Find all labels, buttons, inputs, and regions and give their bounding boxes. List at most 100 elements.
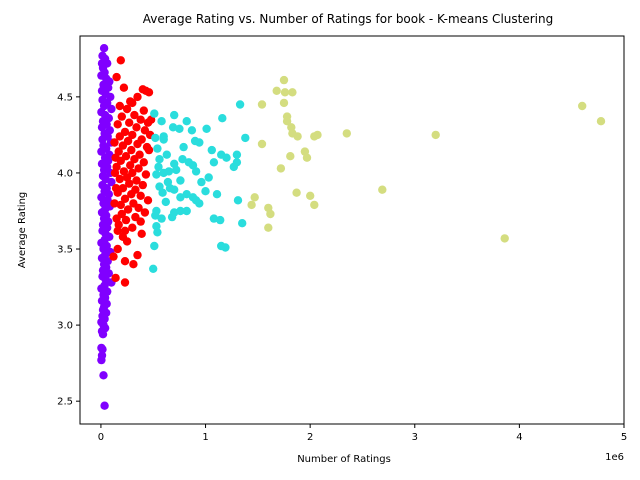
data-point (133, 139, 142, 149)
data-point (123, 205, 133, 214)
data-point (121, 215, 131, 225)
x-tick-label: 2 (307, 432, 313, 443)
data-point (152, 222, 161, 231)
data-point (279, 75, 289, 85)
data-point (157, 214, 166, 223)
data-point (195, 199, 204, 208)
data-point (168, 123, 178, 132)
data-point (115, 132, 125, 141)
data-point (431, 130, 440, 140)
x-tick-label: 0 (98, 432, 104, 443)
data-point (179, 142, 188, 152)
data-point (596, 117, 606, 126)
data-point (257, 100, 267, 109)
data-point (170, 110, 179, 120)
data-point (132, 123, 141, 132)
data-point (216, 215, 225, 225)
data-point (222, 153, 231, 162)
data-point (150, 241, 159, 251)
x-tick-label: 1 (202, 432, 208, 443)
data-point (310, 132, 319, 141)
data-point (133, 92, 142, 102)
data-point (111, 184, 121, 193)
data-point (109, 252, 118, 261)
data-point (110, 138, 119, 147)
data-point (578, 101, 587, 111)
data-point (138, 85, 147, 94)
data-point (292, 188, 301, 197)
data-point (264, 223, 273, 232)
data-point (191, 167, 201, 176)
data-point (238, 219, 247, 228)
data-point (161, 197, 170, 207)
data-point (127, 190, 136, 199)
data-point (130, 155, 139, 164)
y-axis-ticks: 2.5 3.0 3.5 4.0 4.5 (57, 92, 80, 408)
data-point (144, 145, 154, 155)
data-point (107, 177, 116, 187)
data-point (202, 124, 211, 133)
data-point (151, 211, 160, 220)
data-point (266, 209, 275, 219)
data-point (162, 150, 171, 159)
data-point (97, 355, 106, 365)
data-point (302, 153, 312, 162)
data-point (143, 196, 153, 205)
data-point (182, 190, 191, 199)
y-tick-label: 4.0 (57, 168, 73, 179)
data-point (276, 164, 286, 173)
data-point (272, 86, 281, 96)
data-points (97, 44, 606, 410)
data-point (136, 115, 145, 124)
data-point (176, 176, 185, 185)
data-point (149, 264, 158, 273)
data-point (172, 165, 181, 175)
data-point (138, 180, 147, 190)
data-point (112, 214, 121, 223)
data-point (209, 158, 219, 167)
data-point (286, 152, 295, 161)
data-point (110, 168, 120, 178)
data-point (116, 56, 126, 65)
data-point (132, 176, 141, 185)
data-point (150, 109, 159, 118)
data-point (233, 196, 243, 205)
data-point (99, 44, 109, 53)
data-point (279, 98, 289, 108)
data-point (232, 150, 242, 159)
data-point (122, 237, 132, 246)
data-point (120, 194, 130, 203)
data-point (125, 118, 134, 127)
data-point (195, 138, 204, 147)
data-point (187, 126, 197, 135)
data-point (176, 193, 185, 202)
data-point (128, 223, 137, 232)
data-point (115, 174, 125, 184)
data-point (100, 401, 109, 410)
data-point (209, 214, 219, 223)
data-point (117, 112, 127, 121)
data-point (120, 278, 130, 287)
data-point (99, 371, 108, 380)
data-point (155, 155, 164, 164)
x-axis-label: Number of Ratings (297, 454, 391, 465)
data-point (306, 191, 315, 200)
data-point (97, 147, 106, 156)
x-axis-ticks: 0 1 2 3 4 5 (98, 424, 627, 443)
data-point (110, 199, 119, 208)
data-point (111, 273, 120, 283)
data-point (207, 145, 216, 155)
chart-title: Average Rating vs. Number of Ratings for… (143, 12, 553, 26)
data-point (154, 162, 163, 172)
data-point (158, 188, 167, 197)
data-point (165, 184, 175, 193)
data-point (129, 260, 138, 269)
data-point (159, 135, 168, 144)
data-point (122, 104, 132, 114)
data-point (126, 161, 135, 170)
data-point (500, 234, 509, 243)
data-point (137, 229, 146, 238)
data-point (282, 117, 292, 126)
data-point (280, 88, 290, 97)
